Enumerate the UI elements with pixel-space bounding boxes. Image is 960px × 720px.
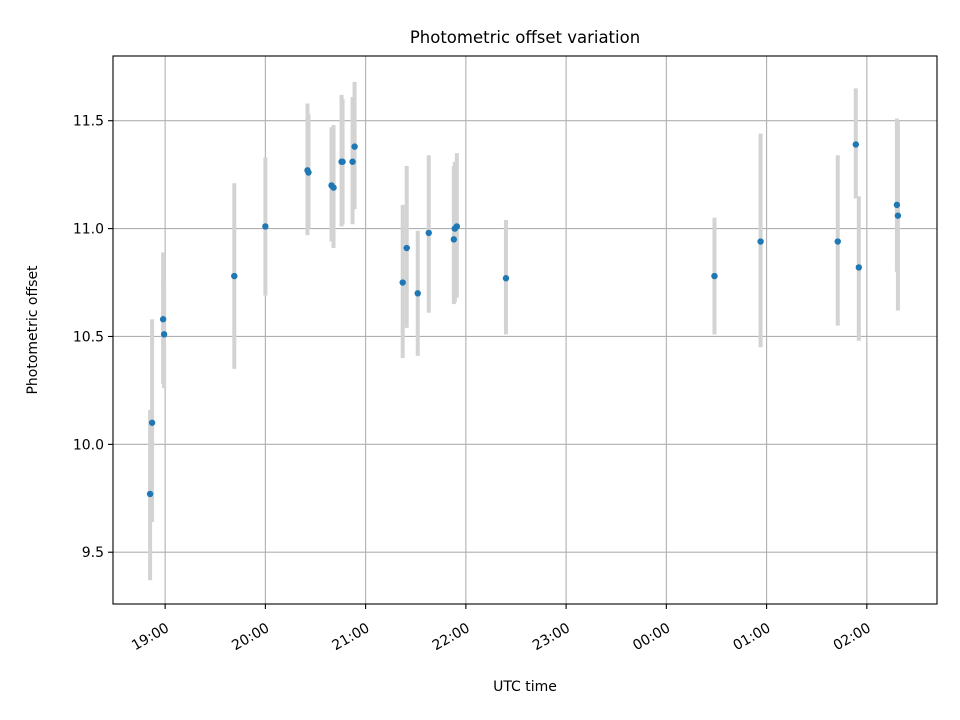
data-point bbox=[330, 184, 337, 191]
data-point bbox=[414, 290, 421, 297]
data-point bbox=[231, 272, 238, 280]
data-point bbox=[148, 419, 156, 426]
data-point bbox=[305, 169, 312, 176]
data-point bbox=[855, 264, 863, 271]
x-axis-label: UTC time bbox=[493, 679, 557, 695]
data-point bbox=[453, 223, 461, 230]
data-point bbox=[852, 141, 860, 148]
data-point bbox=[757, 238, 764, 245]
data-point bbox=[339, 158, 346, 165]
y-tick-label: 11.5 bbox=[73, 114, 104, 130]
data-point bbox=[160, 331, 168, 338]
data-point bbox=[450, 236, 458, 243]
grid bbox=[113, 56, 937, 604]
y-tick-label: 10.0 bbox=[73, 437, 104, 453]
y-tick-label: 9.5 bbox=[82, 545, 104, 561]
data-point bbox=[351, 143, 358, 150]
data-point bbox=[262, 223, 269, 230]
data-point bbox=[403, 244, 410, 252]
data-point bbox=[711, 272, 718, 280]
data-point bbox=[834, 238, 841, 245]
data-points bbox=[146, 141, 902, 498]
data-point bbox=[425, 229, 432, 237]
data-point bbox=[146, 490, 154, 498]
y-axis-label: Photometric offset bbox=[25, 265, 41, 395]
y-tick-label: 11.0 bbox=[73, 222, 104, 238]
data-point bbox=[502, 275, 510, 282]
chart-title: Photometric offset variation bbox=[410, 28, 640, 47]
y-tick-label: 10.5 bbox=[73, 329, 104, 345]
data-point bbox=[399, 279, 406, 286]
data-point bbox=[349, 158, 356, 165]
data-point bbox=[894, 212, 902, 219]
data-point bbox=[893, 201, 901, 209]
plot-frame bbox=[112, 55, 938, 605]
data-point bbox=[159, 316, 167, 323]
